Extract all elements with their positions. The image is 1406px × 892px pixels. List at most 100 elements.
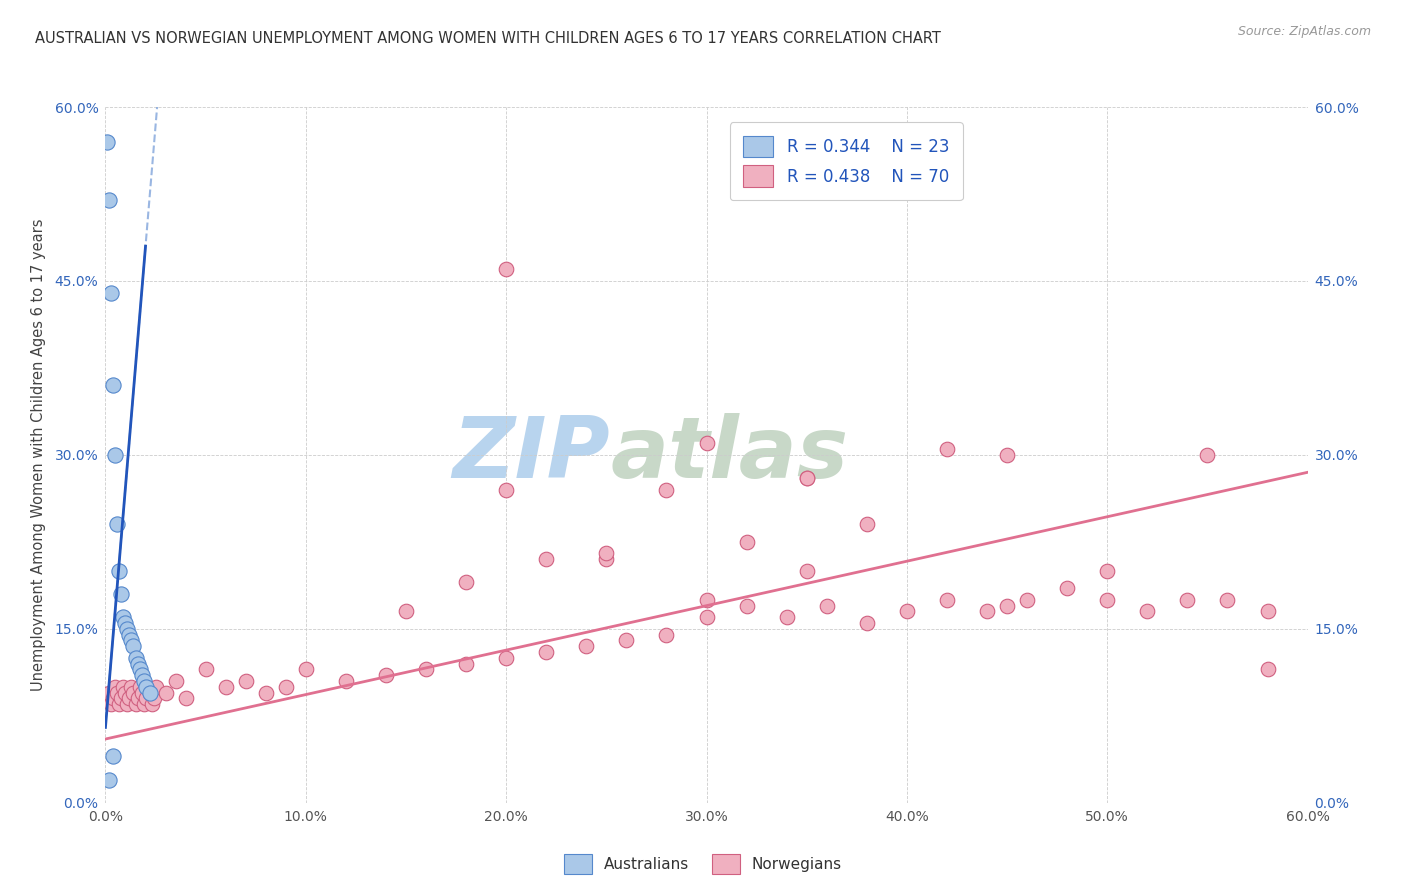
Point — [104, 448, 127, 462]
Point — [696, 436, 718, 450]
Point — [138, 685, 160, 699]
Point — [138, 685, 160, 699]
Point — [132, 674, 155, 689]
Point — [145, 680, 167, 694]
Point — [495, 262, 517, 277]
Point — [98, 772, 121, 787]
Point — [131, 685, 153, 699]
Point — [1257, 605, 1279, 619]
Point — [495, 651, 517, 665]
Point — [1017, 592, 1039, 607]
Text: atlas: atlas — [610, 413, 848, 497]
Point — [295, 662, 318, 676]
Point — [107, 685, 129, 699]
Point — [1197, 448, 1219, 462]
Point — [495, 483, 517, 497]
Point — [98, 193, 121, 207]
Legend: Australians, Norwegians: Australians, Norwegians — [558, 848, 848, 880]
Point — [1216, 592, 1239, 607]
Point — [995, 448, 1018, 462]
Point — [117, 622, 139, 636]
Point — [1136, 605, 1159, 619]
Point — [110, 587, 132, 601]
Point — [122, 639, 145, 653]
Point — [131, 668, 153, 682]
Point — [127, 691, 149, 706]
Text: Source: ZipAtlas.com: Source: ZipAtlas.com — [1237, 25, 1371, 38]
Point — [117, 698, 139, 712]
Point — [534, 552, 557, 566]
Point — [936, 442, 959, 456]
Point — [855, 517, 877, 532]
Point — [1097, 564, 1119, 578]
Point — [995, 599, 1018, 613]
Point — [976, 605, 998, 619]
Point — [155, 685, 177, 699]
Point — [121, 680, 143, 694]
Point — [1177, 592, 1199, 607]
Text: AUSTRALIAN VS NORWEGIAN UNEMPLOYMENT AMONG WOMEN WITH CHILDREN AGES 6 TO 17 YEAR: AUSTRALIAN VS NORWEGIAN UNEMPLOYMENT AMO… — [35, 31, 941, 46]
Point — [395, 605, 418, 619]
Point — [274, 680, 297, 694]
Point — [174, 691, 197, 706]
Point — [696, 610, 718, 624]
Point — [896, 605, 918, 619]
Point — [1097, 592, 1119, 607]
Point — [735, 534, 758, 549]
Point — [1257, 662, 1279, 676]
Point — [107, 517, 129, 532]
Point — [135, 680, 157, 694]
Point — [595, 552, 617, 566]
Point — [855, 615, 877, 630]
Point — [112, 610, 135, 624]
Point — [122, 685, 145, 699]
Point — [121, 633, 143, 648]
Point — [796, 564, 818, 578]
Point — [132, 698, 155, 712]
Point — [142, 691, 165, 706]
Point — [114, 685, 136, 699]
Point — [335, 674, 357, 689]
Point — [127, 657, 149, 671]
Point — [96, 135, 118, 149]
Point — [108, 564, 131, 578]
Point — [776, 610, 799, 624]
Y-axis label: Unemployment Among Women with Children Ages 6 to 17 years: Unemployment Among Women with Children A… — [31, 219, 46, 691]
Point — [534, 645, 557, 659]
Point — [100, 698, 122, 712]
Point — [104, 680, 127, 694]
Text: ZIP: ZIP — [453, 413, 610, 497]
Point — [124, 698, 146, 712]
Point — [110, 691, 132, 706]
Point — [103, 749, 125, 764]
Point — [135, 691, 157, 706]
Point — [374, 668, 398, 682]
Point — [696, 592, 718, 607]
Point — [103, 691, 125, 706]
Point — [114, 615, 136, 630]
Point — [936, 592, 959, 607]
Point — [235, 674, 257, 689]
Point — [815, 599, 838, 613]
Point — [128, 680, 150, 694]
Point — [194, 662, 217, 676]
Point — [1056, 582, 1078, 596]
Point — [96, 691, 118, 706]
Point — [136, 680, 159, 694]
Point — [141, 698, 163, 712]
Point — [454, 657, 477, 671]
Point — [454, 575, 477, 590]
Point — [214, 680, 236, 694]
Point — [100, 285, 122, 300]
Point — [103, 378, 125, 392]
Point — [655, 628, 678, 642]
Point — [595, 546, 617, 561]
Point — [575, 639, 598, 653]
Legend: R = 0.344    N = 23, R = 0.438    N = 70: R = 0.344 N = 23, R = 0.438 N = 70 — [730, 122, 963, 200]
Point — [655, 483, 678, 497]
Point — [118, 628, 141, 642]
Point — [735, 599, 758, 613]
Point — [616, 633, 638, 648]
Point — [796, 471, 818, 485]
Point — [796, 471, 818, 485]
